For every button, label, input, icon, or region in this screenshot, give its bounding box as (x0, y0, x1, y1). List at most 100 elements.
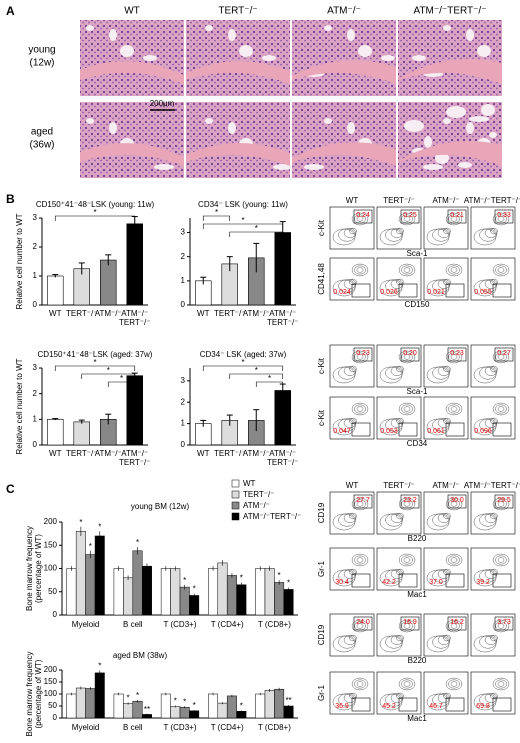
marrow-space (304, 164, 324, 170)
panel-label: A (6, 4, 15, 18)
contour (445, 402, 463, 416)
gate-frequency: 42.2 (382, 579, 396, 586)
bar (123, 577, 134, 616)
legend-label: ATM⁻/⁻TERT⁻/⁻ (243, 512, 301, 521)
x-tick-label: T (CD8+) (258, 723, 291, 732)
contour (492, 263, 510, 277)
contour (354, 265, 366, 275)
significance-star: * (79, 518, 82, 527)
row-label: aged (31, 127, 53, 138)
y-axis-label: (percentage of WT) (34, 534, 43, 603)
gate-frequency: 0.024 (333, 289, 351, 296)
x-tick-label: TERT⁻/⁻ (66, 309, 97, 318)
marrow-space (228, 122, 236, 134)
contour (490, 568, 498, 576)
bone-trabecula (80, 143, 184, 166)
significance-bracket (255, 381, 284, 387)
contour (450, 354, 458, 360)
x-tick-label: TERT⁻/⁻ (119, 318, 150, 327)
contour (492, 619, 510, 633)
flow-x-label: CD34 (407, 439, 428, 448)
contour (497, 406, 505, 412)
gate-frequency: 45.2 (382, 703, 396, 710)
gate (447, 494, 467, 509)
bar (170, 568, 181, 616)
contour (450, 406, 458, 412)
contour (396, 512, 404, 520)
gate-frequency: 0.055 (474, 289, 492, 296)
x-tick-label: ATM⁻/⁻ (121, 309, 148, 318)
gate-frequency: 37.0 (429, 579, 443, 586)
gate (353, 347, 373, 362)
chart-title: CD150⁺41⁻48⁻LSK (young: 11w) (36, 200, 155, 209)
y-tick-label: 0 (181, 300, 186, 309)
gate (400, 494, 420, 509)
gate (353, 494, 373, 509)
contour (401, 679, 413, 689)
contour (490, 227, 498, 235)
gate-frequency: 39.2 (476, 579, 490, 586)
significance-star: * (120, 374, 123, 383)
contour (398, 553, 416, 567)
x-tick-label: WT (197, 309, 210, 318)
significance-bracket (54, 365, 136, 371)
marrow-space (109, 29, 117, 41)
contour (403, 501, 411, 507)
contour (349, 227, 357, 235)
legend-label: WT (243, 479, 256, 488)
bone-trabecula (80, 61, 184, 84)
marrow-space (469, 116, 489, 122)
column-header: TERT⁻/⁻ (218, 6, 257, 17)
contour (398, 497, 416, 511)
contour (354, 679, 366, 689)
contour (443, 634, 451, 642)
row-label: young (28, 45, 55, 56)
contour (403, 267, 411, 273)
contour (356, 267, 364, 273)
gate (400, 347, 420, 362)
significance-bracket (202, 223, 284, 229)
contour (396, 227, 404, 235)
x-tick-label: ATM⁻/⁻ (95, 449, 122, 458)
x-tick-label: ATM⁻/⁻ (95, 309, 122, 318)
contour (495, 555, 507, 565)
gate (492, 573, 512, 588)
contour (443, 692, 451, 700)
row-label: (36w) (29, 140, 54, 151)
significance-star: * (93, 358, 96, 367)
x-tick-label: ATM⁻/⁻ (269, 309, 296, 318)
y-tick-label: 3 (33, 363, 38, 372)
bar (73, 421, 91, 446)
y-axis-label: Relative cell number to WT (15, 358, 24, 454)
bar (123, 703, 134, 719)
bone-trabecula (186, 142, 290, 166)
contour (351, 212, 369, 226)
significance-star: * (193, 701, 196, 710)
bar (113, 693, 124, 719)
contour (448, 265, 460, 275)
gate (353, 209, 373, 224)
contour (497, 267, 505, 273)
column-header: ATM⁻/⁻TERT⁻/⁻ (414, 6, 487, 17)
contour (492, 553, 510, 567)
gate-frequency: 0.096 (474, 428, 492, 435)
contour (356, 501, 364, 507)
x-tick-label: B cell (123, 723, 143, 732)
contour (443, 417, 451, 425)
bar (189, 595, 200, 616)
contour (492, 497, 510, 511)
marrow-space (443, 25, 451, 31)
significance-star: * (241, 358, 244, 367)
bar (208, 568, 219, 616)
marrow-space (466, 29, 474, 41)
significance-bracket (202, 365, 284, 371)
significance-star: * (193, 585, 196, 594)
histology-image (292, 20, 396, 96)
flow-y-label: CD19 (317, 502, 326, 523)
gate-frequency: 0.25 (403, 212, 417, 219)
contour (403, 354, 411, 360)
significance-star: * (268, 374, 271, 383)
contour (349, 417, 357, 425)
gate (351, 697, 371, 712)
